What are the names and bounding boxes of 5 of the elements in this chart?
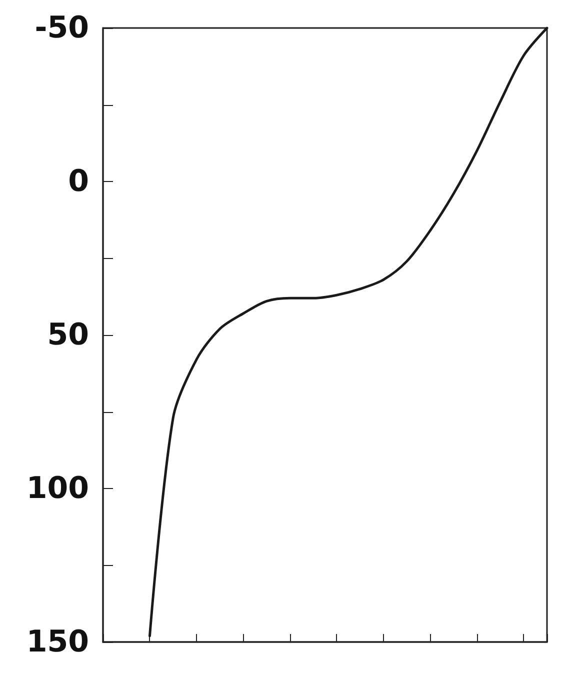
y-tick-label: 150 <box>26 624 89 660</box>
y-tick-label: 50 <box>47 318 89 352</box>
y-tick-label: 0 <box>68 164 89 199</box>
y-tick-label: -50 <box>34 10 89 46</box>
y-tick-label: 100 <box>26 471 89 506</box>
